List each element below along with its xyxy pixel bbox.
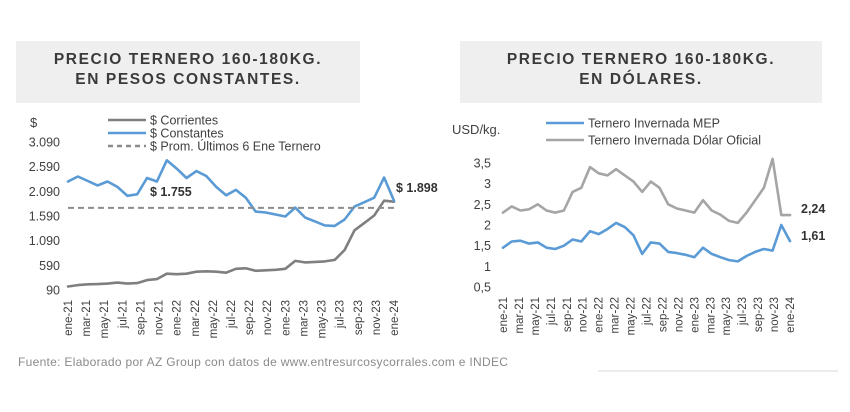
chart1-ytick-label: 2,5	[474, 198, 491, 212]
chart1-xtick-label: jul-21	[546, 297, 558, 326]
chart0-legend-label: $ Constantes	[150, 127, 224, 141]
right-title-line-1: PRECIO TERNERO 160-180KG.	[506, 51, 776, 68]
source-note: Fuente: Elaborado por AZ Group con datos…	[18, 355, 509, 369]
chart1-xtick-label: jul-22	[642, 297, 654, 326]
chart1-xtick-label: jul-23	[737, 297, 749, 326]
chart0-xtick-label: mar-22	[190, 300, 202, 336]
chart0-xtick-label: mar-21	[81, 300, 93, 336]
chart1-xtick-label: mar-23	[705, 297, 717, 333]
chart0-xtick-label: may-23	[317, 300, 329, 338]
chart1-ytick-label: 2	[484, 219, 491, 233]
chart0-xtick-label: ene-22	[172, 300, 184, 336]
chart0-legend-label: $ Corrientes	[150, 114, 218, 128]
chart0-xtick-label: sep-21	[135, 300, 147, 335]
chart1-xtick-label: may-21	[530, 297, 542, 335]
chart0-legend-label: $ Prom. Últimos 6 Ene Ternero	[150, 139, 321, 154]
chart1-ytick-label: 0,5	[474, 281, 491, 295]
decorative-divider	[598, 370, 838, 372]
chart1-legend-label: Ternero Invernada Dólar Oficial	[588, 134, 761, 148]
chart1-ytick-label: 1	[484, 260, 491, 274]
right-title-line-2: EN DÓLARES.	[579, 71, 703, 88]
chart1-annotation: 1,61	[801, 229, 825, 243]
chart0-ytick-label: 590	[39, 259, 60, 273]
chart0-ytick-label: 3.090	[29, 136, 60, 150]
chart1-ytick-label: 1,5	[474, 239, 491, 253]
chart1-ytick-label: 3	[484, 177, 491, 191]
chart0-series-0-line	[66, 199, 396, 288]
chart0-ytick-label: 1.590	[29, 210, 60, 224]
chart0-xtick-label: nov-21	[154, 300, 166, 335]
chart1-xtick-label: nov-21	[578, 297, 590, 332]
chart0-xtick-label: jul-21	[117, 300, 129, 329]
chart1-annotation: 2,24	[801, 202, 825, 216]
chart0-xtick-label: sep-23	[353, 300, 365, 335]
chart1-xtick-label: ene-24	[785, 296, 797, 332]
chart1-xtick-label: sep-23	[753, 297, 765, 332]
left-chart-title: PRECIO TERNERO 160-180KG. EN PESOS CONST…	[16, 41, 360, 103]
chart0-ylabel: $	[30, 115, 38, 130]
chart1-ytick-label: 3,5	[474, 157, 491, 171]
chart0-xtick-label: jul-23	[335, 300, 347, 329]
chart1-xtick-label: nov-23	[769, 297, 781, 332]
right-chart-title: PRECIO TERNERO 160-180KG. EN DÓLARES.	[460, 41, 822, 103]
chart0-annotation: $ 1.755	[150, 185, 192, 199]
chart0-xtick-label: ene-21	[63, 300, 75, 336]
chart0-series-1-line	[66, 159, 396, 228]
chart0-ytick-label: 2.090	[29, 185, 60, 199]
chart0-xtick-label: sep-22	[244, 300, 256, 335]
chart0-xtick-label: nov-23	[371, 300, 383, 335]
chart0-annotation: $ 1.898	[396, 181, 438, 195]
chart1-xtick-label: ene-22	[594, 297, 606, 333]
chart0-ytick-label: 90	[46, 284, 60, 298]
chart0-ytick-label: 1.090	[29, 234, 60, 248]
chart1-ylabel: USD/kg.	[452, 122, 500, 137]
chart0-xtick-label: nov-22	[262, 300, 274, 335]
chart1-xtick-label: mar-21	[514, 297, 526, 333]
chart0-xtick-label: jul-22	[226, 300, 238, 329]
chart1-xtick-label: mar-22	[610, 297, 622, 333]
chart1-legend-label: Ternero Invernada MEP	[588, 117, 720, 131]
chart0-xtick-label: ene-24	[389, 299, 401, 335]
chart0-xtick-label: may-21	[99, 300, 111, 338]
chart1-xtick-label: may-22	[626, 297, 638, 335]
chart1-xtick-label: ene-23	[689, 297, 701, 333]
chart1-xtick-label: nov-22	[673, 297, 685, 332]
chart0-xtick-label: may-22	[208, 300, 220, 338]
chart1-xtick-label: sep-22	[657, 297, 669, 332]
chart0-xtick-label: ene-23	[280, 300, 292, 336]
chart1-series-1-line	[501, 157, 792, 225]
chart1-xtick-label: ene-21	[498, 297, 510, 333]
chart1-xtick-label: sep-21	[562, 297, 574, 332]
chart1-xtick-label: may-23	[721, 297, 733, 335]
left-title-line-2: EN PESOS CONSTANTES.	[75, 71, 301, 88]
chart0-ytick-label: 2.590	[29, 160, 60, 174]
chart1-series-0-line	[501, 221, 792, 263]
chart0-xtick-label: mar-23	[298, 300, 310, 336]
left-title-line-1: PRECIO TERNERO 160-180KG.	[53, 51, 323, 68]
